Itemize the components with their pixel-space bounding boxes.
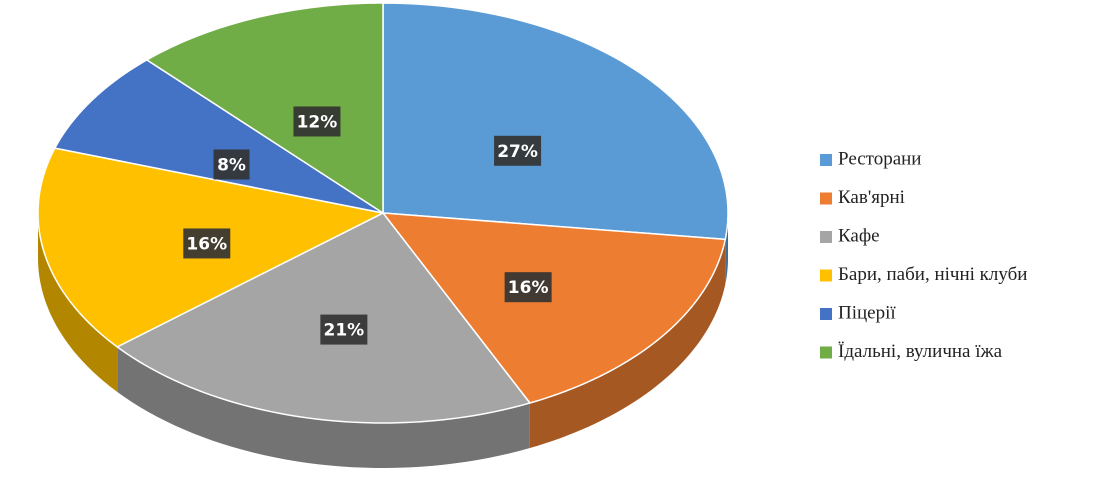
legend-swatch bbox=[820, 154, 832, 166]
slice bbox=[145, 2, 384, 215]
legend-label: Ресторани bbox=[838, 148, 921, 169]
slice-side bbox=[38, 213, 118, 392]
value-label: 8% bbox=[217, 155, 246, 175]
value-label-box bbox=[293, 106, 341, 137]
value-label-box bbox=[213, 149, 250, 180]
value-label: 16% bbox=[508, 278, 549, 298]
slice bbox=[381, 212, 727, 404]
value-label-box bbox=[320, 314, 368, 345]
legend-label: Кав'ярні bbox=[838, 187, 905, 208]
value-label-box bbox=[494, 135, 542, 166]
legend-swatch bbox=[820, 308, 832, 320]
value-label-box bbox=[183, 228, 231, 259]
legend-swatch bbox=[820, 231, 832, 243]
value-label: 16% bbox=[186, 234, 227, 254]
legend-label: Піцерії bbox=[838, 302, 896, 323]
slice bbox=[53, 59, 384, 214]
value-label-box bbox=[504, 272, 552, 303]
value-label: 21% bbox=[324, 321, 365, 341]
legend-swatch bbox=[820, 346, 832, 359]
value-label: 27% bbox=[497, 142, 538, 162]
slice-side bbox=[529, 239, 726, 449]
slice bbox=[382, 2, 729, 241]
legend-label: Їдальні, вулична їжа bbox=[838, 341, 1003, 362]
legend-label: Бари, паби, нічні клуби bbox=[838, 264, 1027, 285]
legend-swatch bbox=[820, 192, 832, 205]
slice-side bbox=[117, 346, 530, 468]
legend-swatch bbox=[820, 269, 832, 282]
value-label: 12% bbox=[297, 112, 338, 132]
legend-label: Кафе bbox=[838, 225, 880, 246]
